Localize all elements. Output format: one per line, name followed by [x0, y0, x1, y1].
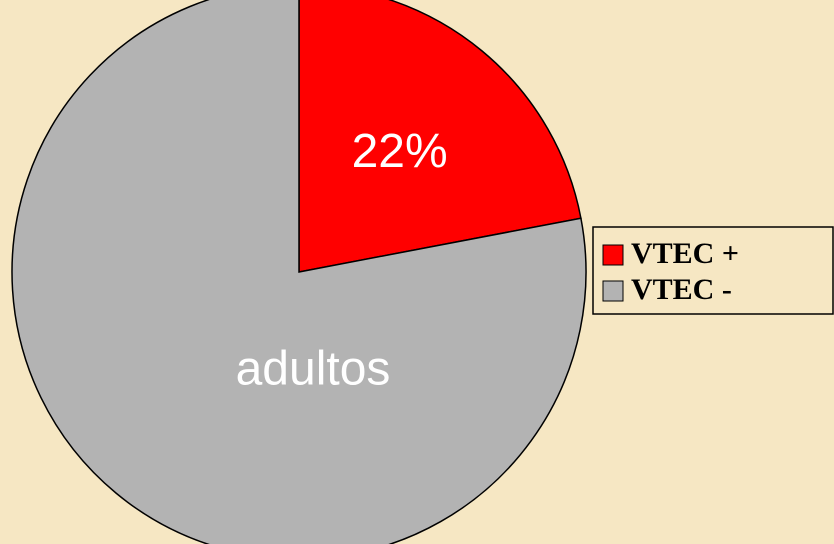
legend-label: VTEC - [631, 273, 732, 306]
legend-box [592, 226, 834, 315]
legend-swatch [602, 244, 624, 266]
legend: VTEC +VTEC - [592, 226, 834, 315]
legend-swatch [602, 280, 624, 302]
pie-slice [298, 0, 582, 273]
pie-slice [11, 0, 587, 544]
annotation: adultos [236, 343, 391, 396]
value-label: 22% [352, 125, 448, 178]
legend-label: VTEC + [631, 237, 739, 270]
pie: 22% [11, 0, 587, 544]
